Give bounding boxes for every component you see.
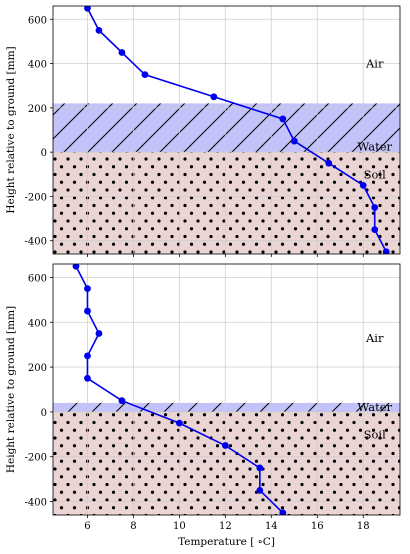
series-point (84, 307, 91, 315)
y-tick-label: -200 (25, 192, 47, 203)
air-layer-label: Air (365, 331, 384, 345)
series-point (359, 181, 367, 189)
series-point (256, 486, 264, 494)
soil-layer-label: Soil (364, 427, 386, 441)
y-axis-label: Height relative to ground [mm] (5, 46, 17, 213)
series-point (279, 115, 287, 123)
series-point (175, 419, 183, 427)
subplot-bottom: Air Water Soil -400 -200 0 200 400 600 6 8 10 12 14 16… (5, 263, 401, 548)
y-tick-label: 0 (41, 148, 47, 159)
series-point (95, 330, 103, 337)
plot-frame (52, 263, 401, 516)
series-point (382, 248, 390, 254)
air-layer-label: Air (365, 57, 384, 71)
series-point (141, 71, 149, 79)
series-point (290, 137, 298, 145)
series-line (75, 265, 284, 514)
y-tick-label: 400 (28, 318, 47, 329)
y-tick-label: -400 (25, 498, 47, 509)
series-point (221, 442, 229, 449)
y-tick-label: 0 (41, 408, 47, 419)
plot-frame (52, 5, 401, 255)
water-layer-label: Water (357, 400, 392, 414)
soil-layer-hatch (53, 152, 400, 254)
plot-area: Air Water Soil (53, 264, 400, 515)
series-point (118, 49, 126, 56)
series-point (279, 509, 287, 515)
y-tick-label: 600 (28, 273, 47, 284)
water-layer-hatch (53, 402, 400, 412)
y-tick-label: 400 (28, 60, 47, 71)
y-tick-label: 600 (28, 15, 47, 26)
series-point (210, 93, 218, 101)
subplot-top: Air Water Soil -400 -200 0 200 400 600 Height rel… (5, 5, 401, 257)
series-point (256, 464, 264, 472)
soil-layer-hatch (53, 411, 400, 515)
series-point (371, 204, 379, 211)
series-point (118, 397, 126, 405)
series-point (95, 26, 103, 34)
x-tick-label: 6 (84, 521, 90, 532)
y-tick-label: -400 (25, 237, 47, 248)
y-tick-label: -200 (25, 453, 47, 464)
y-tick-label: 200 (28, 363, 47, 374)
series-point (84, 6, 91, 12)
water-layer-label: Water (357, 140, 392, 154)
y-axis-label: Height relative to ground [mm] (5, 306, 17, 473)
x-tick-label: 18 (357, 521, 370, 532)
x-tick-label: 12 (219, 521, 232, 532)
water-layer-hatch (53, 103, 400, 153)
x-axis-label: Temperature [ ∘C] (178, 536, 275, 548)
series-point (84, 285, 91, 293)
soil-layer-label: Soil (364, 167, 386, 181)
series-point (325, 159, 333, 167)
series-point (84, 352, 91, 360)
x-tick-label: 8 (130, 521, 136, 532)
series-point (72, 264, 80, 270)
x-tick-label: 14 (265, 521, 278, 532)
x-tick-label: 10 (173, 521, 186, 532)
series-point (371, 226, 379, 234)
series-point (84, 374, 91, 382)
plot-area: Air Water Soil (53, 6, 400, 254)
y-tick-label: 200 (28, 104, 47, 115)
x-tick-label: 16 (311, 521, 324, 532)
series-line (86, 7, 387, 253)
